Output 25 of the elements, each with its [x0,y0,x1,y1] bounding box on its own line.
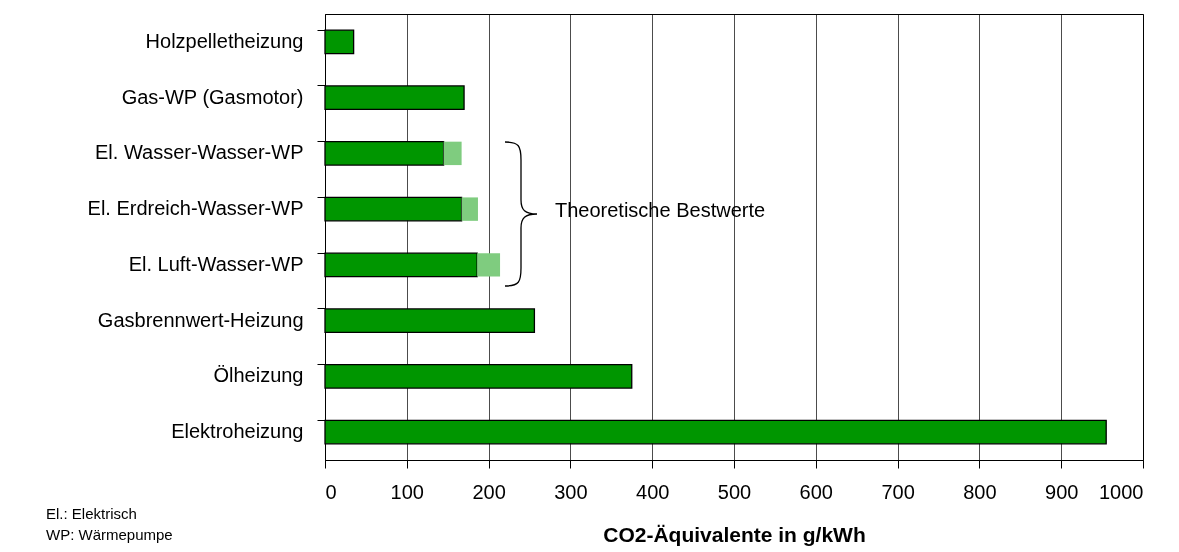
y-tick-label: Gasbrennwert-Heizung [97,308,304,331]
x-tick-label: 100 [390,480,424,503]
x-tick-label: 1000 [1099,480,1144,503]
y-tick-label: Gas-WP (Gasmotor) [121,85,304,108]
y-tick-label: Holzpelletheizung [145,29,304,52]
x-tick-label: 700 [881,480,915,503]
x-tick-label: 300 [554,480,588,503]
bar [461,197,478,221]
text: El.: Elektrisch [46,505,137,522]
y-tick-label: Ölheizung [213,364,304,387]
x-axis-title: CO2-Äquivalente in g/kWh [603,522,866,546]
x-tick-label: 500 [717,480,752,503]
x-tick-label: 900 [1045,480,1079,503]
x-tick-label: 800 [963,480,997,503]
x-tick-label: 200 [472,480,506,503]
text: WP: Wärmepumpe [46,526,173,543]
y-tick-label: El. Wasser-Wasser-WP [94,141,304,164]
x-tick-label: 0 [325,480,337,503]
y-tick-label: Elektroheizung [171,420,304,443]
bar [443,141,462,166]
y-tick-label: El. Erdreich-Wasser-WP [87,197,304,220]
x-tick-label: 400 [636,480,670,503]
bar [477,253,501,277]
y-tick-label: El. Luft-Wasser-WP [128,252,304,275]
x-tick-label: 600 [799,480,833,503]
